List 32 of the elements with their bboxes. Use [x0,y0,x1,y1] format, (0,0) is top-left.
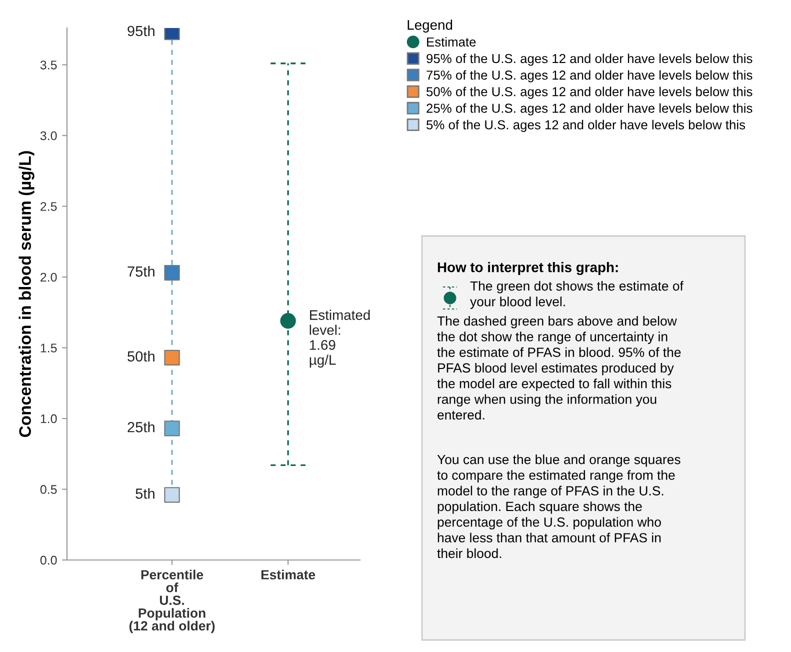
annotation: Estimated level: 1.69 µg/L [310,310,370,368]
point [164,350,180,366]
text: How to interpret this graph: [438,262,618,276]
y-tick-label: 2.0 [40,272,57,282]
legend-label: 5% of the U.S. ages 12 and older have levels below this [426,120,746,132]
y-axis-title: Concentration in blood serum (µg/L) [18,151,34,437]
x-tick-label: Percentile of U.S. Population (12 and older) [129,570,215,634]
legend-label: 75% of the U.S. ages 12 and older have levels below this [426,70,752,82]
legend-label: 25% of the U.S. ages 12 and older have levels below this [426,103,752,116]
annotation: 75th [128,266,154,277]
legend-label: 50% of the U.S. ages 12 and older have levels below this [426,86,752,99]
y-tick-label: 3.0 [40,131,57,140]
annotation: 25th [128,422,154,432]
annotation: 5th [136,488,154,499]
legend-label: 95% of the U.S. ages 12 and older have levels below this [426,54,752,66]
y-tick-label: 1.5 [40,344,57,352]
point [164,420,180,436]
legend-title: Legend [408,20,452,33]
point [164,487,180,503]
y-tick-label: 3.5 [40,60,57,70]
y-tick-label: 2.5 [40,202,57,211]
annotation: 95th [128,25,154,36]
annotation: 50th [128,350,154,362]
text: The dashed green bars above and below the dot show the range of uncertainty in the estimate of PFAS in blood. 95% of the PFAS blood level estimates produced by the model are expected to fall within this range when using the information you entered. [437,316,681,420]
point [164,264,180,281]
y-tick-label: 1.0 [40,414,57,424]
point [280,313,296,329]
legend-label: Estimate [427,37,476,47]
y-tick-label: 0.0 [40,556,57,565]
text: The green dot shows the estimate of your blood level. [470,281,684,309]
y-tick-label: 0.5 [40,485,57,494]
text: You can use the blue and orange squares to compare the estimated range from the model to the range of PFAS in the U.S. population. Each square shows the percentage of the U.S. population who have less than that amount of PFAS in their blood. [437,454,680,558]
